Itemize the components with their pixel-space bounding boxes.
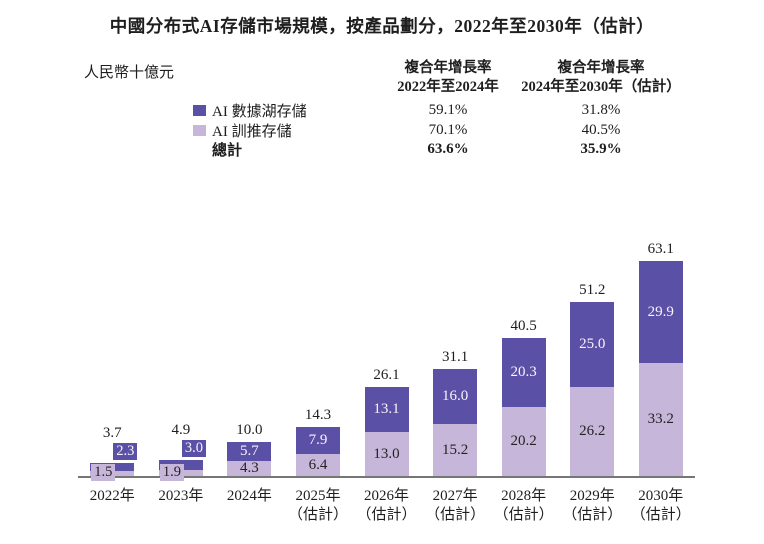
legend-row-data-lake: AI 數據湖存儲 — [193, 101, 307, 121]
legend-swatch-dark-icon — [193, 105, 206, 117]
bar-segment-data-lake: 7.9 — [295, 427, 340, 454]
x-axis-label-2022年: 2022年 — [78, 487, 147, 525]
x-axis-estimate-note: （估計） — [287, 507, 348, 523]
x-axis-estimate-note: （估計） — [493, 507, 554, 523]
cagr-col1-header: 複合年增長率 2022年至2024年 — [370, 59, 526, 97]
bar-value-chip-data-lake: 3.0 — [181, 440, 206, 457]
bar-total-label: 40.5 — [510, 318, 537, 334]
stacked-bar-2027年: 16.0 15.2 — [433, 369, 478, 476]
bar-slot-2030年: 29.9 33.2 63.1 — [627, 236, 696, 476]
x-axis-year: 2023年 — [158, 488, 204, 504]
bar-total-label: 31.1 — [441, 349, 469, 365]
cagr-col2-header-line2: 2024年至2030年（估計） — [521, 79, 681, 95]
cagr-col1-values: 59.1% 70.1% 63.6% — [370, 101, 526, 160]
x-axis-label-2026年: 2026年 （估計） — [352, 487, 421, 525]
x-axis-label-2023年: 2023年 — [147, 487, 216, 525]
cagr-value: 40.5% — [581, 121, 621, 138]
x-axis-label-2029年: 2029年 （估計） — [558, 487, 627, 525]
bar-segment-train-infer: 33.2 — [638, 363, 683, 476]
stacked-bar-2028年: 20.3 20.2 — [501, 338, 546, 476]
bar-segment-train-infer: 15.2 — [433, 424, 478, 476]
bar-total-label: 63.1 — [647, 241, 674, 257]
stacked-bar-2026年: 13.1 13.0 — [364, 387, 409, 476]
bar-total-label: 4.9 — [171, 422, 191, 438]
x-axis-line — [78, 476, 695, 478]
bar-total-label: 10.0 — [236, 422, 263, 438]
bar-segment-train-infer: 26.2 — [570, 387, 615, 476]
bar-value-chip-train-infer: 1.5 — [91, 464, 116, 481]
cagr-value: 31.8% — [581, 102, 621, 118]
bar-total-label: 14.3 — [304, 407, 332, 423]
unit-label: 人民幣十億元 — [84, 65, 175, 81]
cagr-col1-header-line1: 複合年增長率 — [404, 60, 492, 76]
bar-segment-data-lake: 13.1 — [364, 387, 409, 432]
cagr-col2-header-line1: 複合年增長率 — [557, 60, 645, 76]
cagr-value: 59.1% — [428, 102, 468, 118]
x-axis-estimate-note: （估計） — [425, 507, 486, 523]
x-axis-year: 2026年 — [364, 488, 410, 504]
legend: AI 數據湖存儲 AI 訓推存儲 總計 — [193, 101, 307, 160]
x-axis-year: 2024年 — [226, 488, 272, 504]
x-axis-label-2028年: 2028年 （估計） — [489, 487, 558, 525]
bar-value-chip-train-infer: 1.9 — [159, 464, 184, 481]
x-axis-estimate-note: （估計） — [356, 507, 417, 523]
x-axis-labels: 2022年 2023年 2024年 2025年 （估計） 2026年 （估計） 2027年 （估… — [78, 487, 695, 525]
bar-value-chip-data-lake: 2.3 — [113, 443, 138, 460]
x-axis-year: 2029年 — [569, 488, 615, 504]
x-axis-estimate-note: （估計） — [630, 507, 691, 523]
stacked-bar-chart: 2.3 1.5 3.7 3.0 1.9 4.9 5.7 4.3 10.0 7.9 6.4 14.3 13… — [78, 236, 696, 481]
stacked-bar-2025年: 7.9 6.4 — [295, 427, 340, 476]
cagr-value: 35.9% — [580, 141, 622, 157]
bar-segment-train-infer: 13.0 — [364, 432, 409, 476]
x-axis-label-2030年: 2030年 （估計） — [627, 487, 696, 525]
stacked-bar-2024年: 5.7 4.3 — [227, 442, 272, 476]
bar-total-label: 26.1 — [373, 367, 400, 383]
legend-label-total: 總計 — [212, 143, 243, 160]
x-axis-year: 2027年 — [432, 488, 478, 504]
legend-swatch-light-icon — [193, 124, 206, 136]
bar-slot-2028年: 20.3 20.2 40.5 — [489, 236, 558, 476]
x-axis-estimate-note: （估計） — [562, 507, 623, 523]
cagr-col2-values: 31.8% 40.5% 35.9% — [495, 101, 707, 160]
bar-slot-2023年: 3.0 1.9 4.9 — [147, 236, 216, 481]
bar-slot-2022年: 2.3 1.5 3.7 — [78, 236, 147, 481]
x-axis-year: 2028年 — [501, 488, 547, 504]
bar-segment-data-lake: 16.0 — [433, 369, 478, 424]
legend-label-train-infer: AI 訓推存儲 — [212, 123, 292, 140]
stacked-bar-2029年: 25.0 26.2 — [570, 302, 615, 476]
x-axis-label-2027年: 2027年 （估計） — [421, 487, 490, 525]
bar-slot-2027年: 16.0 15.2 31.1 — [421, 236, 490, 476]
chart-title: 中國分布式AI存儲市場規模，按產品劃分，2022年至2030年（估計） — [109, 16, 655, 36]
legend-row-total: 總計 — [193, 140, 307, 160]
bar-segment-data-lake: 25.0 — [570, 302, 615, 387]
x-axis-label-2025年: 2025年 （估計） — [284, 487, 353, 525]
cagr-col1-header-line2: 2022年至2024年 — [397, 79, 499, 95]
cagr-value: 70.1% — [428, 121, 468, 138]
legend-label-data-lake: AI 數據湖存儲 — [212, 104, 307, 121]
cagr-col2-header: 複合年增長率 2024年至2030年（估計） — [495, 59, 707, 97]
x-axis-year: 2030年 — [638, 488, 684, 504]
x-axis-year: 2025年 — [295, 488, 341, 504]
bar-segment-data-lake: 20.3 — [501, 338, 546, 407]
bar-segment-train-infer: 4.3 — [227, 460, 272, 476]
bar-segment-data-lake: 5.7 — [227, 442, 272, 461]
x-axis-label-2024年: 2024年 — [215, 487, 284, 525]
bar-slot-2026年: 13.1 13.0 26.1 — [352, 236, 421, 476]
bar-segment-data-lake: 29.9 — [638, 261, 683, 363]
bar-segment-train-infer: 20.2 — [501, 407, 546, 476]
bar-total-label: 51.2 — [579, 282, 606, 298]
bar-slot-2025年: 7.9 6.4 14.3 — [284, 236, 353, 476]
bar-slot-2029年: 25.0 26.2 51.2 — [558, 236, 627, 476]
x-axis-year: 2022年 — [89, 488, 135, 504]
bar-segment-train-infer: 6.4 — [295, 454, 340, 476]
bar-total-label: 3.7 — [102, 425, 122, 441]
cagr-value: 63.6% — [427, 141, 469, 157]
legend-row-train-infer: AI 訓推存儲 — [193, 121, 307, 141]
bar-slot-2024年: 5.7 4.3 10.0 — [215, 236, 284, 476]
stacked-bar-2030年: 29.9 33.2 — [638, 261, 683, 476]
